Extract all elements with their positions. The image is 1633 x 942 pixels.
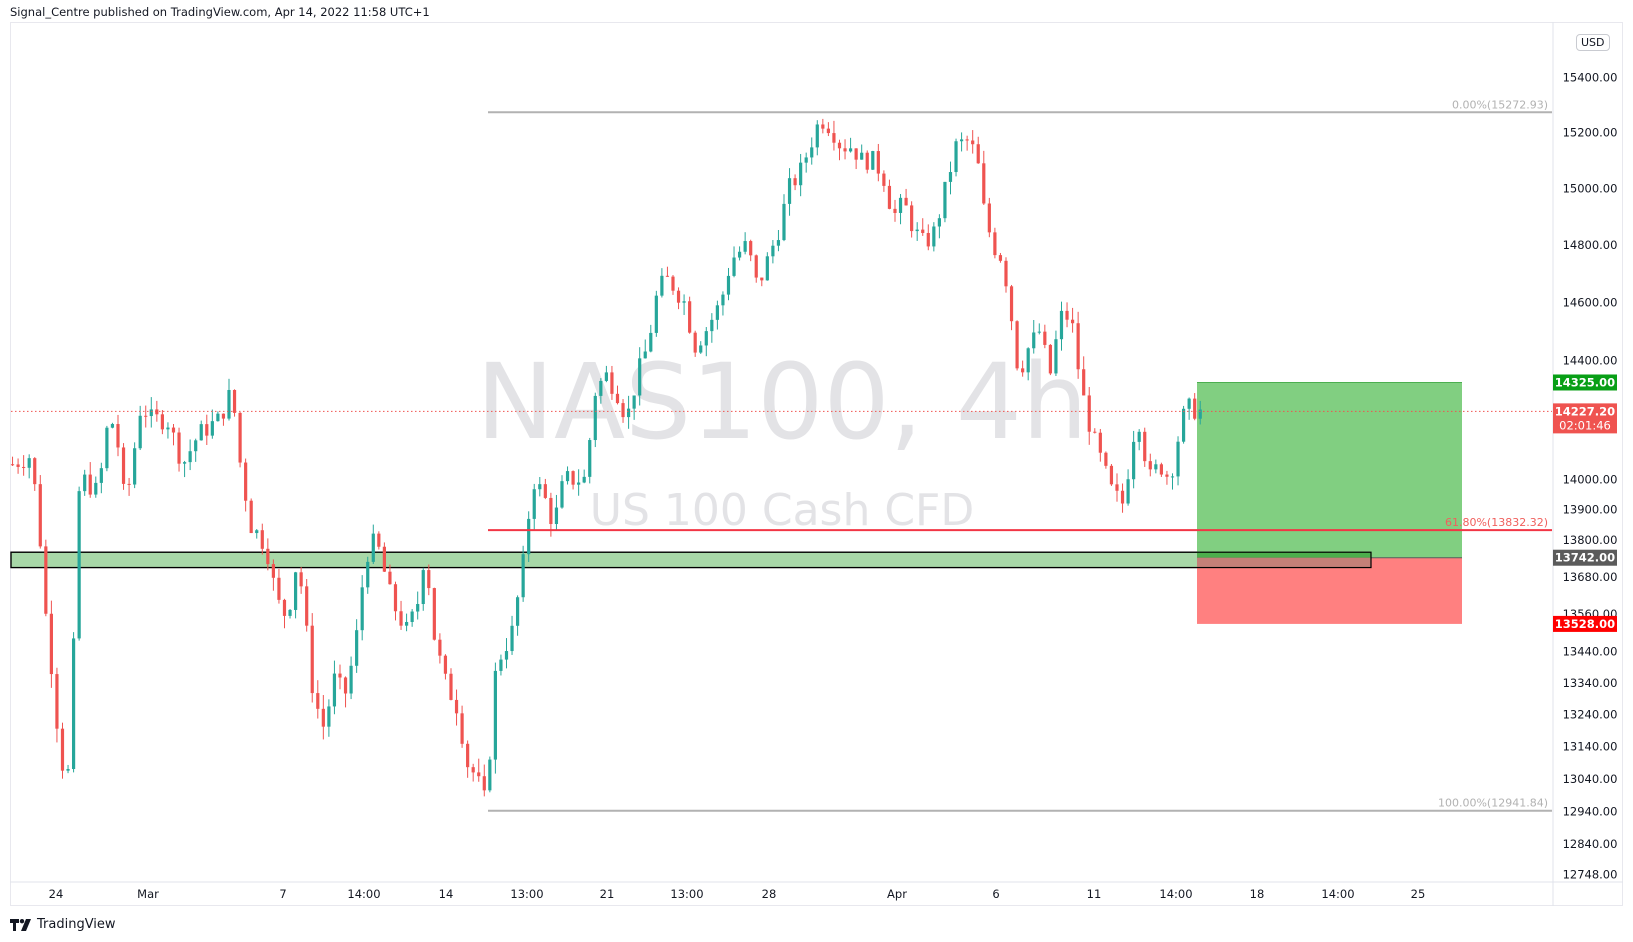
tradingview-logo[interactable]: TradingView xyxy=(10,917,116,932)
time-axis-label: 11 xyxy=(1087,887,1102,901)
countdown-text: 02:01:46 xyxy=(1559,418,1611,432)
time-axis-label: 6 xyxy=(992,887,999,901)
support-zone[interactable] xyxy=(10,551,1372,569)
price-axis-label: 12840.00 xyxy=(1563,837,1618,851)
price-axis-label: 15400.00 xyxy=(1563,70,1618,84)
price-axis-label: 15200.00 xyxy=(1563,125,1618,139)
time-axis-label: 25 xyxy=(1411,887,1426,901)
entry-price-badge xyxy=(1553,549,1617,566)
price-axis-label: 13440.00 xyxy=(1563,644,1618,658)
time-axis-label: 14:00 xyxy=(347,887,380,901)
currency-button[interactable]: USD xyxy=(1576,34,1610,51)
stop-price-badge xyxy=(1553,615,1617,632)
time-axis-label: 21 xyxy=(600,887,615,901)
zone-overlap xyxy=(1197,552,1371,558)
current-price-badge xyxy=(1553,403,1617,434)
candlestick-series xyxy=(10,118,1202,797)
watermark-description: US 100 Cash CFD xyxy=(590,485,974,536)
target-price-badge-text: 14325.00 xyxy=(1555,375,1615,389)
logo-text: TradingView xyxy=(37,917,116,932)
fib-level-0-label: 0.00%(15272.93) xyxy=(1452,98,1548,111)
time-axis-label: 13:00 xyxy=(670,887,703,901)
zone-overlap-loss xyxy=(1197,557,1371,568)
price-axis-label: 13040.00 xyxy=(1563,772,1618,786)
price-axis-label: 15000.00 xyxy=(1563,181,1618,195)
price-axis-label: 14600.00 xyxy=(1563,295,1618,309)
price-axis-label: 13240.00 xyxy=(1563,708,1618,722)
time-axis-label: 13:00 xyxy=(510,887,543,901)
time-axis-label: 18 xyxy=(1250,887,1265,901)
price-axis-label: 13680.00 xyxy=(1563,570,1618,584)
time-axis-label: 14 xyxy=(439,887,454,901)
tradingview-logo-icon xyxy=(10,918,31,931)
price-axis-label: 14800.00 xyxy=(1563,238,1618,252)
price-axis-label: 14400.00 xyxy=(1563,353,1618,367)
position-loss-zone[interactable] xyxy=(1197,557,1462,624)
price-axis-label: 13900.00 xyxy=(1563,503,1618,517)
position-profit-zone[interactable] xyxy=(1197,382,1462,558)
price-axis-label: 14000.00 xyxy=(1563,472,1618,486)
current-price-badge-text: 14227.20 xyxy=(1555,404,1615,418)
time-axis-label: Mar xyxy=(137,887,159,901)
time-axis-label: 14:00 xyxy=(1159,887,1192,901)
fib-level-100-label: 100.00%(12941.84) xyxy=(1438,797,1548,810)
time-axis-label: 14:00 xyxy=(1321,887,1354,901)
chart-frame xyxy=(10,22,1623,906)
time-axis-label: 28 xyxy=(762,887,777,901)
watermark-symbol: NAS100, 4h xyxy=(476,341,1088,463)
target-price-badge xyxy=(1553,374,1617,391)
fib-level-618-label: 61.80%(13832.32) xyxy=(1445,516,1548,529)
price-axis-label: 12940.00 xyxy=(1563,804,1618,818)
publish-info: Signal_Centre published on TradingView.c… xyxy=(10,5,430,19)
price-axis-label: 12748.00 xyxy=(1563,867,1618,881)
time-axis-label: 24 xyxy=(49,887,64,901)
price-axis-label: 13340.00 xyxy=(1563,676,1618,690)
price-axis-label: 13140.00 xyxy=(1563,740,1618,754)
stop-price-badge-text: 13528.00 xyxy=(1555,617,1615,631)
time-axis-label: Apr xyxy=(887,887,907,901)
price-axis-label: 13800.00 xyxy=(1563,533,1618,547)
entry-price-badge-text: 13742.00 xyxy=(1555,551,1615,565)
time-axis-label: 7 xyxy=(279,887,286,901)
